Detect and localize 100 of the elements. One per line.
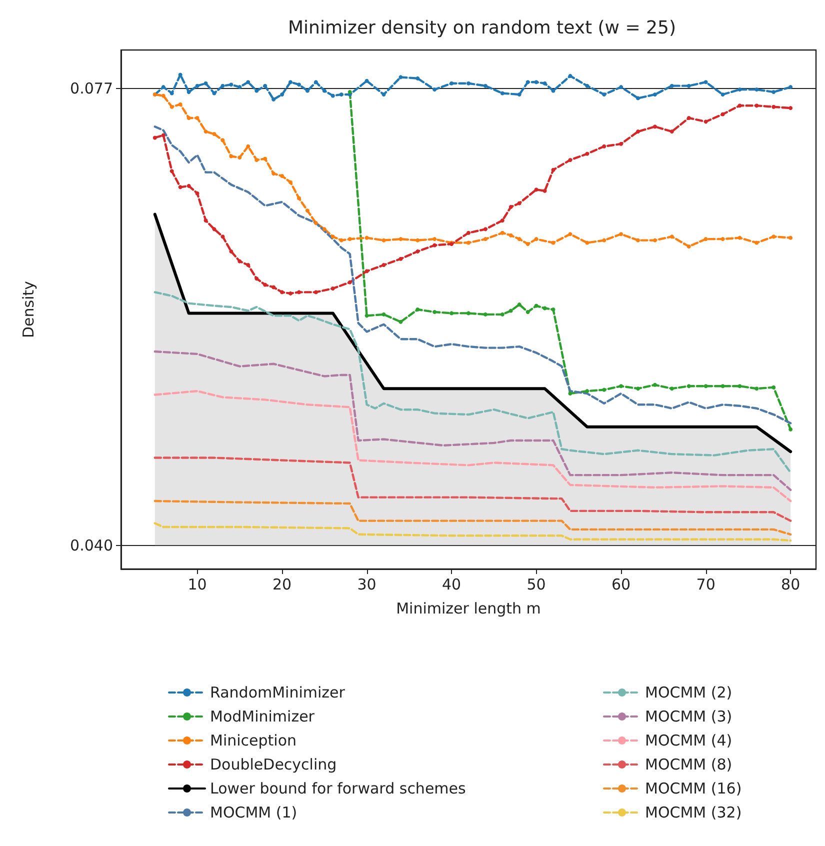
legend-label: MOCMM (1) <box>210 804 298 822</box>
x-tick-label: 20 <box>272 576 292 594</box>
point <box>738 384 742 388</box>
point <box>364 314 369 318</box>
point <box>272 97 276 102</box>
point <box>398 320 403 324</box>
point <box>788 236 793 240</box>
point <box>322 227 326 232</box>
line-series <box>154 456 792 522</box>
point <box>212 91 216 96</box>
point <box>568 158 572 162</box>
legend-label: RandomMinimizer <box>210 684 346 702</box>
point <box>296 196 301 200</box>
point <box>450 311 454 316</box>
point <box>500 91 504 96</box>
point <box>636 238 640 242</box>
point <box>466 81 470 86</box>
point <box>568 232 572 236</box>
point <box>534 80 538 84</box>
point <box>754 240 759 245</box>
point <box>619 142 624 146</box>
point <box>382 238 386 242</box>
x-axis-title: Minimizer length m <box>396 600 541 618</box>
point <box>483 312 488 316</box>
point <box>619 232 624 236</box>
point <box>585 152 590 156</box>
point <box>204 81 208 86</box>
point <box>364 236 369 240</box>
point <box>788 106 793 110</box>
point <box>178 185 182 190</box>
point <box>195 191 200 196</box>
point <box>720 384 725 388</box>
point <box>619 384 624 388</box>
point <box>704 237 708 242</box>
y-tick-label: 0.077 <box>70 79 113 98</box>
point <box>254 158 259 162</box>
point <box>220 84 225 88</box>
line-series <box>154 126 792 424</box>
point <box>186 116 191 120</box>
point <box>305 88 310 93</box>
point <box>602 144 606 148</box>
point <box>738 88 742 92</box>
point <box>178 102 182 106</box>
point <box>686 244 691 248</box>
legend-label: ModMinimizer <box>210 708 316 726</box>
point <box>517 92 522 96</box>
point <box>339 238 344 242</box>
x-tick-label: 70 <box>696 576 716 594</box>
point <box>754 386 759 391</box>
point <box>280 290 284 294</box>
point <box>686 384 691 388</box>
x-tick-label: 80 <box>781 576 800 594</box>
point <box>254 276 259 281</box>
point <box>686 116 691 120</box>
point <box>178 72 182 77</box>
point <box>186 90 191 94</box>
point <box>161 133 166 138</box>
point <box>568 392 572 396</box>
point <box>526 80 530 84</box>
point <box>254 88 259 93</box>
point <box>534 237 538 242</box>
point <box>466 230 470 235</box>
point <box>382 263 386 268</box>
point <box>288 180 293 184</box>
point <box>161 94 166 98</box>
point <box>296 290 301 294</box>
point <box>280 92 284 96</box>
line-series <box>154 350 792 492</box>
point <box>263 84 268 88</box>
line-series <box>154 291 792 474</box>
point <box>652 238 657 242</box>
point <box>602 388 606 392</box>
point <box>508 233 513 238</box>
point <box>432 310 437 314</box>
point <box>288 291 293 296</box>
point <box>364 269 369 274</box>
legend-label: Miniception <box>210 732 297 750</box>
point <box>296 82 301 87</box>
point <box>432 243 437 248</box>
point <box>161 85 166 90</box>
point <box>720 112 725 116</box>
legend-label: MOCMM (32) <box>645 804 742 822</box>
point <box>704 120 708 124</box>
point <box>585 240 590 245</box>
point <box>738 104 742 108</box>
point <box>382 312 386 316</box>
point <box>720 237 725 242</box>
point <box>534 188 538 192</box>
point <box>466 311 470 316</box>
point <box>772 234 776 239</box>
point <box>348 280 352 284</box>
point <box>398 237 403 242</box>
point <box>551 168 556 172</box>
point <box>652 124 657 129</box>
point <box>382 92 386 96</box>
point <box>772 104 776 109</box>
point <box>416 308 420 312</box>
point <box>500 218 504 223</box>
point <box>272 172 276 176</box>
point <box>652 92 657 96</box>
